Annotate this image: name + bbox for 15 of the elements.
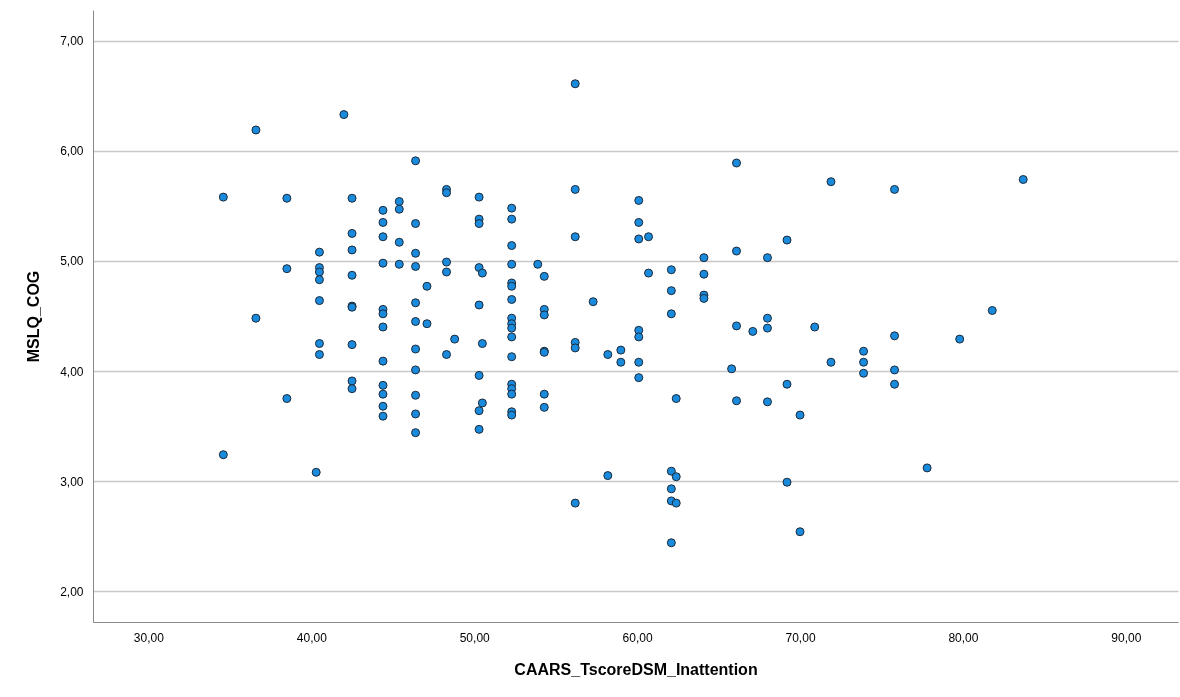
x-tick-label: 90,00 <box>1111 630 1142 645</box>
y-tick-label: 4,00 <box>60 364 84 379</box>
y-tick-label: 3,00 <box>60 474 84 489</box>
x-tick-label: 60,00 <box>622 630 653 645</box>
y-axis-title: MSLQ_COG <box>25 270 43 363</box>
y-tick-label: 5,00 <box>60 254 84 269</box>
x-tick-label: 30,00 <box>133 630 165 645</box>
x-axis-title: CAARS_TscoreDSM_Inattention <box>514 660 758 678</box>
y-tick-label: 7,00 <box>60 34 84 49</box>
x-tick-label: 50,00 <box>459 630 491 645</box>
x-tick-label: 80,00 <box>948 630 979 645</box>
x-tick-label: 40,00 <box>296 630 328 645</box>
x-tick-label: 70,00 <box>785 630 816 645</box>
y-tick-label: 6,00 <box>60 144 84 159</box>
y-tick-label: 2,00 <box>60 584 84 599</box>
